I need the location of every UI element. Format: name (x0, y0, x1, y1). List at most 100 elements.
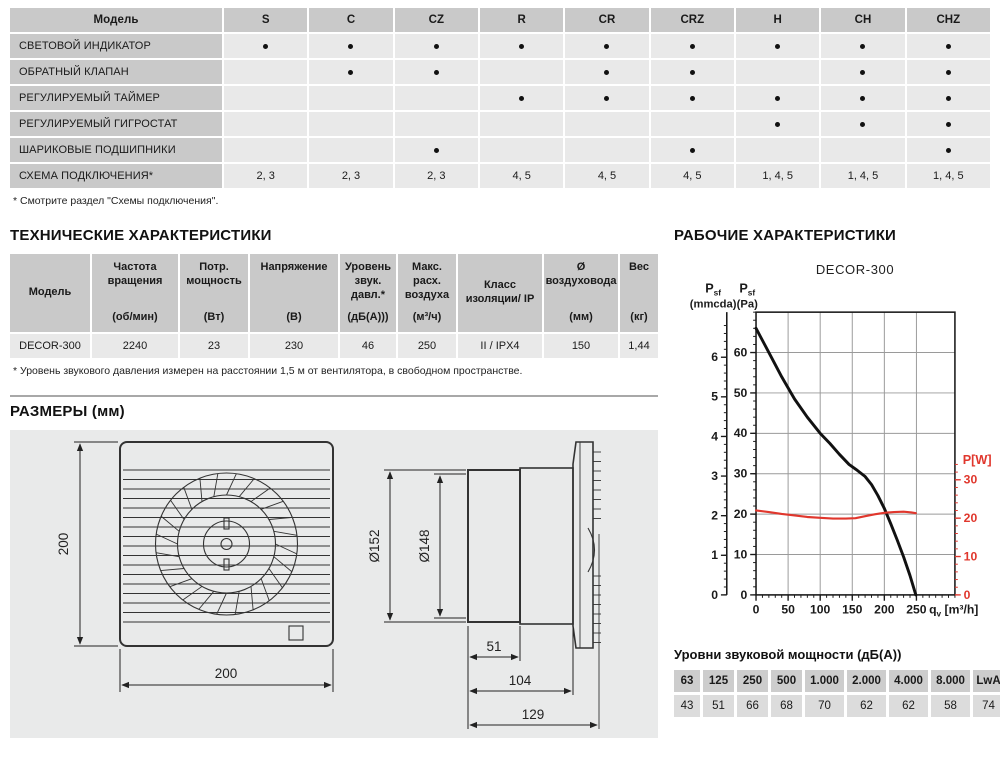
side-duct-length-dim: 51 (486, 639, 501, 654)
feature-dot-icon (519, 43, 525, 49)
sound-table: 63 125 250 500 1.000 2.000 4.000 8.000 LwA 43 51 66… (674, 670, 1000, 717)
tech-value-cell: II / IPX4 (458, 334, 542, 358)
feature-dot-icon (348, 69, 354, 75)
tech-value-cell: 46 (340, 334, 396, 358)
feature-cell: 2, 3 (394, 164, 478, 188)
sound-frequency-header: 1.000 (805, 670, 844, 692)
svg-text:2: 2 (711, 509, 718, 523)
feature-cell (565, 34, 649, 58)
tech-column-name: Вес (628, 261, 650, 273)
fan-blades (155, 473, 298, 615)
feature-label: СВЕТОВОЙ ИНДИКАТОР (10, 34, 222, 58)
svg-text:30: 30 (734, 467, 748, 481)
sound-frequency-header: LwA (973, 670, 1000, 692)
feature-cell (821, 86, 905, 110)
feature-cell (480, 60, 564, 84)
feature-label: ОБРАТНЫЙ КЛАПАН (10, 60, 222, 84)
feature-cell: 4, 5 (650, 164, 734, 188)
features-footnote: * Смотрите раздел "Схемы подключения". (13, 195, 219, 207)
feature-cell (906, 112, 990, 136)
feature-dot-icon (433, 147, 439, 153)
sound-value-cell: 51 (703, 695, 734, 717)
tech-column-name: Потр. мощность (186, 261, 242, 287)
feature-cell (650, 60, 734, 84)
sound-value-cell: 62 (889, 695, 928, 717)
feature-dot-icon (945, 95, 951, 101)
tech-column-header: Класс изоляции/ IP (458, 254, 542, 332)
dimensions-drawing: 200 200 (56, 441, 601, 729)
features-row: СХЕМА ПОДКЛЮЧЕНИЯ* 2, 3 2, 3 2, 3 4, 5 4, 5 4,… (10, 164, 990, 188)
dimensions-panel: 200 200 (10, 430, 658, 738)
tech-table: Модель Частота вращения (об/мин) Потр. мощн… (10, 254, 658, 358)
mmcda-axis-title: Psf (705, 282, 721, 298)
feature-cell (224, 112, 308, 136)
svg-text:20: 20 (734, 507, 748, 521)
feature-cell (224, 86, 308, 110)
svg-text:30: 30 (964, 473, 978, 487)
svg-text:50: 50 (781, 602, 795, 616)
sound-value-cell: 43 (674, 695, 700, 717)
sound-table-title: Уровни звуковой мощности (дБ(А)) (674, 647, 902, 662)
sound-frequency-header: 500 (771, 670, 802, 692)
feature-cell (309, 138, 393, 162)
svg-text:60: 60 (734, 345, 748, 359)
feature-cell (906, 86, 990, 110)
feature-cell (224, 138, 308, 162)
fan-front-view (119, 441, 334, 647)
feature-cell (906, 34, 990, 58)
svg-text:0: 0 (964, 588, 971, 602)
sound-frequency-header: 250 (737, 670, 768, 692)
tech-column-unit: (мм) (569, 311, 593, 324)
sound-frequency-header: 8.000 (931, 670, 970, 692)
panel-fins (593, 451, 601, 643)
tech-column-name: Частота вращения (107, 261, 163, 287)
feature-dot-icon (775, 121, 781, 127)
svg-text:4: 4 (711, 429, 718, 443)
feature-dot-icon (775, 43, 781, 49)
tech-column-unit: (об/мин) (112, 311, 158, 324)
feature-dot-icon (860, 69, 866, 75)
sound-frequency-header: 63 (674, 670, 700, 692)
feature-cell (480, 138, 564, 162)
chart-title: DECOR-300 (815, 262, 895, 277)
feature-cell (736, 112, 820, 136)
features-row: РЕГУЛИРУЕМЫЙ ТАЙМЕР (10, 86, 990, 110)
features-column-header-cz: CZ (394, 8, 478, 32)
sound-value-cell: 68 (771, 695, 802, 717)
features-row: ШАРИКОВЫЕ ПОДШИПНИКИ (10, 138, 990, 162)
feature-cell (309, 60, 393, 84)
feature-cell (821, 138, 905, 162)
tech-value-cell: 2240 (92, 334, 178, 358)
sound-value-cell: 62 (847, 695, 886, 717)
svg-text:250: 250 (906, 602, 927, 616)
feature-cell (821, 112, 905, 136)
feature-dot-icon (348, 43, 354, 49)
feature-cell (565, 60, 649, 84)
feature-dot-icon (604, 69, 610, 75)
front-height-dim: 200 (56, 533, 71, 556)
feature-cell: 1, 4, 5 (821, 164, 905, 188)
svg-text:P[W]: P[W] (963, 453, 992, 467)
feature-dot-icon (604, 43, 610, 49)
front-width-dim: 200 (215, 666, 238, 681)
side-outer-diameter-dim: Ø152 (367, 529, 382, 562)
svg-text:0: 0 (711, 588, 718, 602)
tech-value-cell: 250 (398, 334, 456, 358)
tech-section-title: ТЕХНИЧЕСКИЕ ХАРАКТЕРИСТИКИ (10, 227, 272, 244)
chart-plot-border (755, 311, 956, 596)
tech-column-header: Частота вращения (об/мин) (92, 254, 178, 332)
feature-dot-icon (945, 121, 951, 127)
tech-column-header: Ø воздуховода (мм) (544, 254, 618, 332)
feature-cell (650, 34, 734, 58)
tech-value-cell: 150 (544, 334, 618, 358)
features-model-header: Модель (10, 8, 222, 32)
svg-text:10: 10 (734, 547, 748, 561)
feature-cell: 2, 3 (224, 164, 308, 188)
sound-value-cell: 74 (973, 695, 1000, 717)
svg-text:0: 0 (753, 602, 760, 616)
pressure_curve (754, 326, 918, 597)
front-view-dimensions (74, 441, 334, 692)
features-header-row: Модель S C CZ R CR CRZ H CH CHZ (10, 8, 990, 32)
tech-column-name: Макс. расх. воздуха (404, 261, 450, 301)
power_curve (754, 509, 917, 520)
